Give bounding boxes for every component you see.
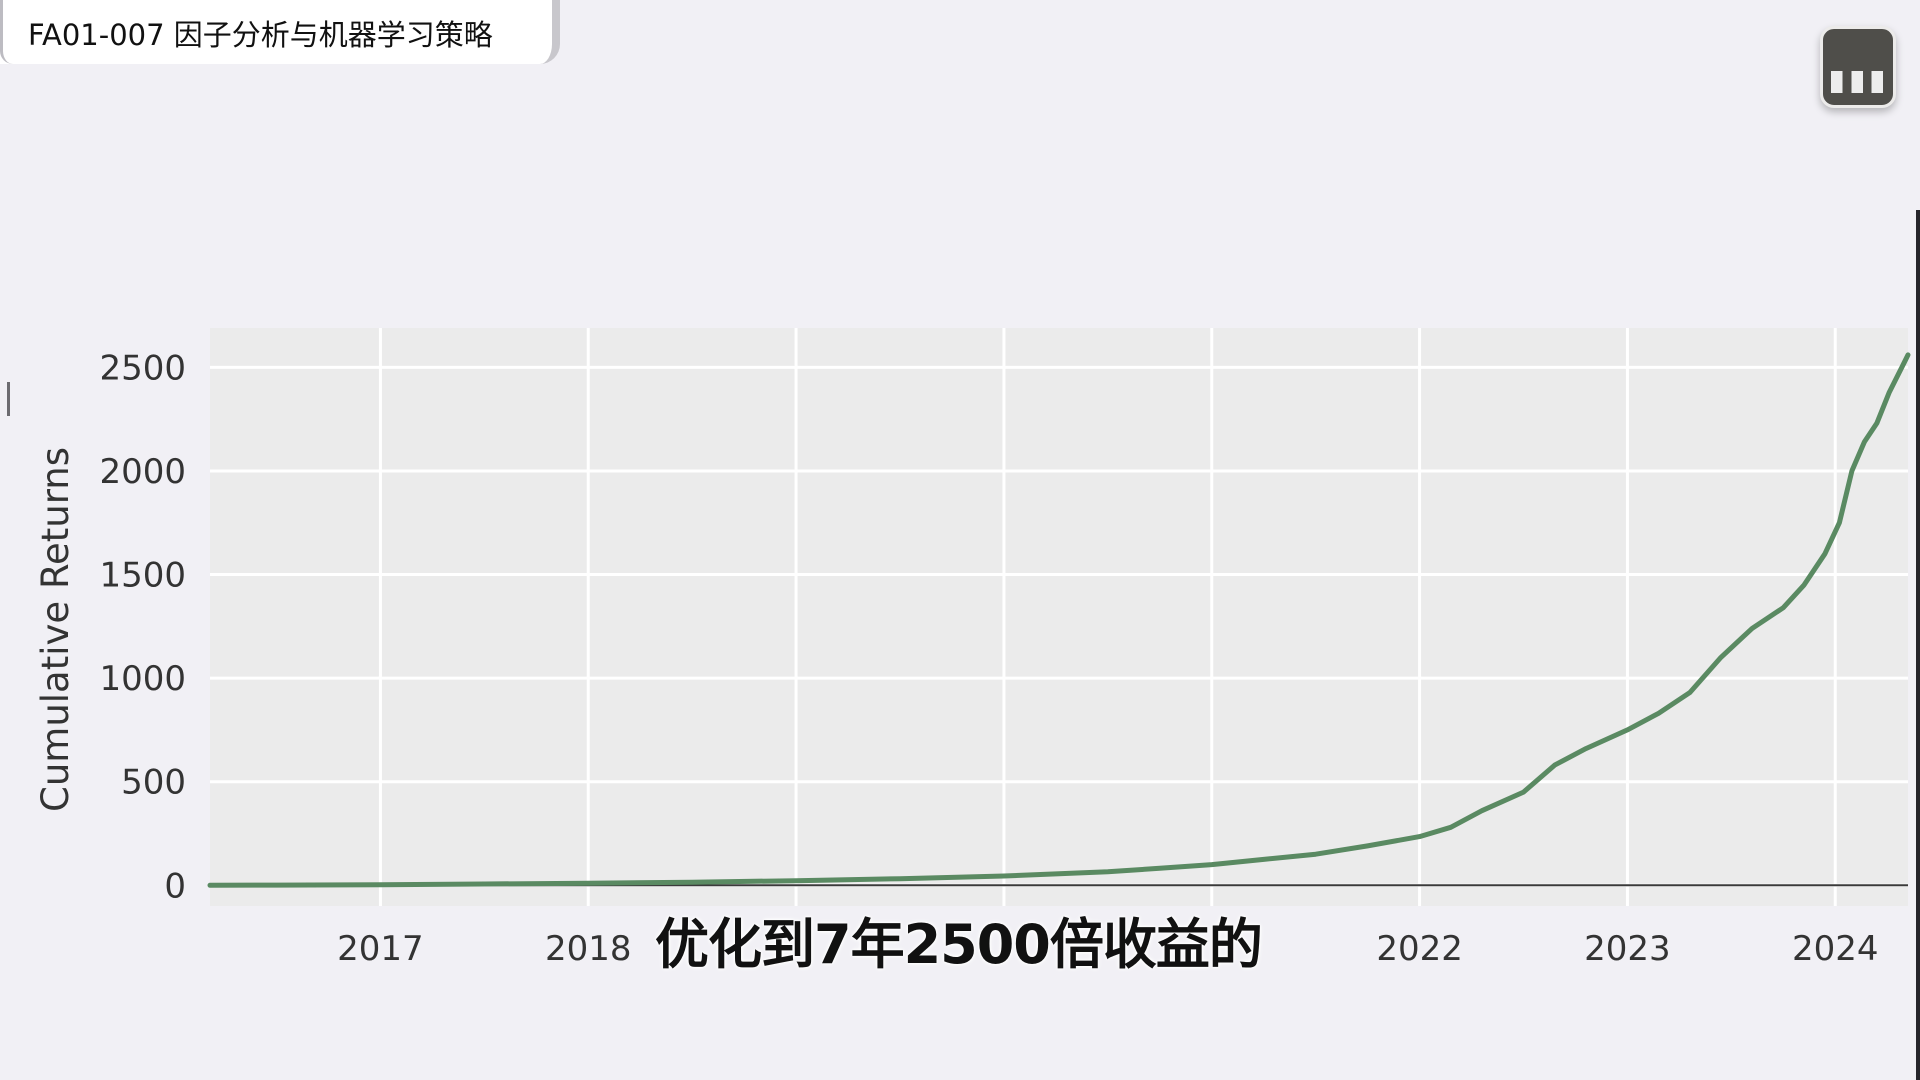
y-tick-label: 0 [164, 866, 186, 906]
x-tick-label: 2023 [1584, 929, 1671, 969]
window-right-edge [1916, 210, 1920, 1080]
y-tick-label: 1500 [99, 556, 186, 596]
video-title: FA01-007 因子分析与机器学习策略 [28, 18, 493, 52]
x-tick-label: 2017 [337, 929, 424, 969]
x-tick-label: 2024 [1792, 929, 1879, 969]
x-tick-label: 2018 [545, 929, 632, 969]
y-tick-label: 500 [121, 763, 186, 803]
chart-ylabel: Cumulative Returns [34, 447, 77, 812]
y-tick-label: 1000 [99, 659, 186, 699]
y-tick-label: 2500 [99, 348, 186, 388]
series-line [207, 352, 1911, 888]
y-tick-label: 2000 [99, 452, 186, 492]
x-tick-label: 2022 [1376, 929, 1463, 969]
left-edge-marker [7, 382, 10, 416]
video-title-tab: FA01-007 因子分析与机器学习策略 [0, 0, 560, 64]
plot-area [210, 328, 1908, 906]
bilibili-channel-logo-icon [1820, 26, 1896, 108]
video-subtitle: 优化到7年2500倍收益的 [655, 913, 1263, 976]
